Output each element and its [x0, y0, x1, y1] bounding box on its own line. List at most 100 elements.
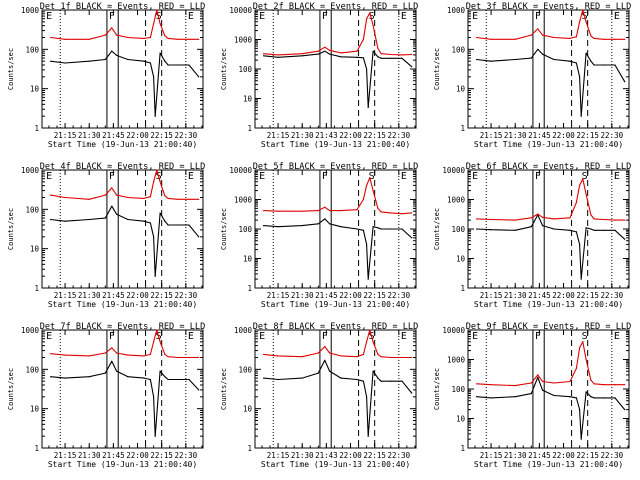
data-point-events: [111, 205, 113, 207]
x-tick-label: 22:30: [601, 291, 624, 300]
data-point-lld: [569, 217, 571, 219]
y-tick-label: 100: [238, 65, 252, 74]
data-point-events: [380, 380, 382, 382]
data-point-lld: [153, 181, 155, 183]
y-tick-label: 1: [34, 284, 39, 293]
data-point-lld: [263, 353, 265, 355]
data-point-lld: [159, 341, 161, 343]
data-point-lld: [390, 356, 392, 359]
data-point-events: [356, 56, 358, 58]
region-marker-label: F: [322, 331, 328, 342]
data-point-events: [580, 438, 582, 440]
series-line-lld: [476, 9, 625, 40]
data-point-lld: [569, 37, 571, 40]
y-axis-label: Counts/sec: [220, 48, 228, 90]
data-point-lld: [401, 356, 403, 359]
data-point-lld: [50, 36, 52, 39]
data-point-lld: [614, 384, 616, 386]
x-tick-label: 22:00: [552, 291, 575, 300]
data-point-events: [188, 378, 190, 381]
y-tick-label: 100: [451, 45, 465, 54]
y-tick-label: 10000: [442, 166, 465, 175]
data-point-lld: [164, 353, 166, 355]
data-point-lld: [104, 194, 106, 196]
data-point-lld: [198, 38, 200, 40]
data-point-lld: [362, 38, 364, 41]
data-point-events: [542, 53, 544, 55]
data-point-events: [277, 226, 279, 228]
data-point-events: [154, 435, 156, 437]
data-point-lld: [277, 355, 279, 357]
region-marker-label: F: [109, 171, 115, 182]
data-point-lld: [127, 354, 129, 356]
data-point-lld: [153, 341, 155, 343]
y-tick-label: 10000: [229, 166, 252, 175]
data-point-events: [88, 376, 90, 378]
x-axis-label: Start Time (19-Jun-13 21:00:40): [48, 460, 197, 469]
data-point-lld: [579, 347, 581, 349]
data-point-lld: [593, 37, 595, 40]
data-point-events: [377, 56, 379, 58]
x-tick-label: 22:00: [126, 451, 149, 460]
data-point-lld: [585, 193, 587, 195]
data-point-events: [575, 231, 578, 233]
y-tick-label: 100: [25, 365, 39, 374]
data-point-events: [111, 360, 113, 362]
data-point-events: [143, 377, 145, 379]
region-marker-label: E: [472, 171, 478, 182]
series-line-events: [263, 50, 413, 108]
series-line-lld: [263, 177, 412, 215]
data-point-events: [514, 396, 516, 398]
data-point-lld: [116, 194, 118, 196]
data-point-events: [390, 228, 392, 230]
data-point-events: [263, 55, 265, 57]
data-point-events: [362, 57, 364, 59]
data-point-lld: [624, 219, 626, 221]
data-point-events: [154, 275, 156, 277]
data-point-events: [542, 389, 544, 391]
y-tick-label: 10: [30, 85, 40, 94]
data-point-lld: [198, 198, 200, 200]
data-point-events: [301, 377, 303, 379]
data-point-events: [340, 226, 342, 228]
data-point-lld: [377, 47, 379, 50]
y-tick-label: 10000: [442, 326, 465, 335]
y-tick-label: 100: [25, 45, 39, 54]
x-axis-label: Start Time (19-Jun-13 21:00:40): [474, 300, 623, 309]
data-point-lld: [490, 384, 492, 386]
data-point-lld: [624, 384, 626, 386]
chart-title: Det 1f BLACK = Events, RED = LLD: [40, 2, 206, 12]
data-point-lld: [553, 382, 555, 384]
x-tick-label: 22:30: [601, 131, 624, 140]
y-tick-label: 1000: [21, 6, 40, 15]
data-point-events: [401, 380, 403, 382]
data-point-lld: [553, 36, 555, 39]
data-point-lld: [579, 21, 581, 23]
data-point-lld: [369, 12, 371, 14]
data-point-events: [149, 222, 151, 224]
chart-title: Det 9f BLACK = Events, RED = LLD: [466, 322, 632, 332]
data-point-lld: [317, 352, 319, 354]
data-point-events: [198, 236, 200, 238]
data-point-lld: [116, 34, 118, 36]
data-point-events: [188, 64, 190, 66]
x-tick-label: 21:30: [78, 131, 101, 140]
x-tick-label: 22:30: [601, 451, 624, 460]
data-point-events: [490, 229, 492, 231]
x-tick-label: 21:43: [315, 451, 338, 460]
x-tick-label: 22:00: [552, 451, 575, 460]
y-tick-label: 1: [460, 444, 465, 453]
chart-title: Det 4f BLACK = Events, RED = LLD: [40, 162, 206, 172]
data-point-events: [579, 409, 581, 411]
data-point-events: [340, 56, 342, 58]
plot-frame: [41, 169, 204, 289]
x-tick-label: 22:15: [576, 451, 599, 460]
data-point-events: [159, 212, 161, 214]
data-point-lld: [317, 50, 319, 52]
data-point-events: [569, 229, 571, 231]
data-point-lld: [603, 38, 605, 40]
data-point-events: [329, 370, 331, 372]
x-axis-label: Start Time (19-Jun-13 21:00:40): [261, 460, 410, 469]
data-point-lld: [575, 201, 578, 203]
